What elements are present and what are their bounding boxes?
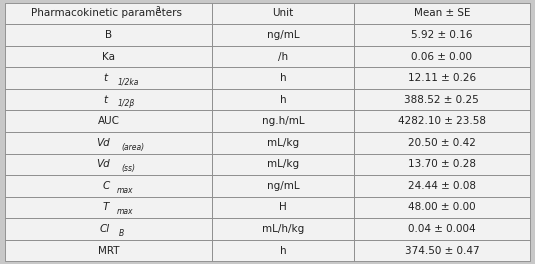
Text: Vd: Vd [97, 159, 110, 169]
Text: max: max [117, 186, 133, 195]
Text: B: B [119, 229, 125, 238]
Bar [354, 175, 530, 197]
Text: 13.70 ± 0.28: 13.70 ± 0.28 [408, 159, 476, 169]
Text: h: h [280, 73, 287, 83]
Text: B: B [105, 30, 112, 40]
Text: Unit: Unit [273, 8, 294, 18]
Text: 20.50 ± 0.42: 20.50 ± 0.42 [408, 138, 476, 148]
Text: ng/mL: ng/mL [267, 30, 300, 40]
Bar [5, 3, 212, 24]
Bar [5, 67, 212, 89]
Text: t: t [103, 95, 108, 105]
Text: 1/2ka: 1/2ka [117, 78, 139, 87]
Text: (ss): (ss) [122, 164, 136, 173]
Text: h: h [280, 95, 287, 105]
Bar [212, 24, 354, 46]
Bar [5, 218, 212, 240]
Text: Vd: Vd [97, 138, 110, 148]
Text: mL/kg: mL/kg [267, 138, 299, 148]
Text: mL/kg: mL/kg [267, 159, 299, 169]
Text: H: H [279, 202, 287, 213]
Text: 0.06 ± 0.00: 0.06 ± 0.00 [411, 51, 472, 62]
Bar [354, 3, 530, 24]
Bar [212, 3, 354, 24]
Text: (area): (area) [122, 143, 145, 152]
Bar [5, 154, 212, 175]
Bar [354, 89, 530, 110]
Bar [5, 240, 212, 261]
Bar [354, 240, 530, 261]
Text: Cl: Cl [100, 224, 110, 234]
Bar [212, 175, 354, 197]
Bar [5, 132, 212, 154]
Bar [212, 197, 354, 218]
Bar [5, 175, 212, 197]
Bar [354, 218, 530, 240]
Text: 4282.10 ± 23.58: 4282.10 ± 23.58 [398, 116, 486, 126]
Bar [212, 154, 354, 175]
Bar [212, 132, 354, 154]
Bar [354, 154, 530, 175]
Text: a: a [156, 4, 160, 13]
Text: 24.44 ± 0.08: 24.44 ± 0.08 [408, 181, 476, 191]
Text: MRT: MRT [98, 246, 120, 256]
Text: 388.52 ± 0.25: 388.52 ± 0.25 [404, 95, 479, 105]
Text: Pharmacokinetic parameters: Pharmacokinetic parameters [30, 8, 182, 18]
Text: T: T [103, 202, 109, 213]
Bar [212, 240, 354, 261]
Bar [5, 24, 212, 46]
Bar [5, 89, 212, 110]
Bar [5, 197, 212, 218]
Text: AUC: AUC [98, 116, 120, 126]
Bar [354, 197, 530, 218]
Bar [212, 67, 354, 89]
Bar [212, 110, 354, 132]
Bar [212, 218, 354, 240]
Bar [354, 46, 530, 67]
Text: h: h [280, 246, 287, 256]
Text: mL/h/kg: mL/h/kg [262, 224, 304, 234]
Text: 0.04 ± 0.004: 0.04 ± 0.004 [408, 224, 476, 234]
Bar [212, 89, 354, 110]
Bar [5, 110, 212, 132]
Text: 48.00 ± 0.00: 48.00 ± 0.00 [408, 202, 476, 213]
Bar [212, 46, 354, 67]
Text: ng.h/mL: ng.h/mL [262, 116, 304, 126]
Text: 1/2β: 1/2β [117, 100, 134, 109]
Bar [5, 46, 212, 67]
Bar [354, 24, 530, 46]
Text: t: t [103, 73, 108, 83]
Text: ng/mL: ng/mL [267, 181, 300, 191]
Text: 374.50 ± 0.47: 374.50 ± 0.47 [404, 246, 479, 256]
Text: Mean ± SE: Mean ± SE [414, 8, 470, 18]
Text: max: max [117, 207, 133, 216]
Bar [354, 132, 530, 154]
Text: 5.92 ± 0.16: 5.92 ± 0.16 [411, 30, 472, 40]
Text: C: C [102, 181, 109, 191]
Text: /h: /h [278, 51, 288, 62]
Bar [354, 110, 530, 132]
Text: 12.11 ± 0.26: 12.11 ± 0.26 [408, 73, 476, 83]
Text: Ka: Ka [102, 51, 116, 62]
Bar [354, 67, 530, 89]
